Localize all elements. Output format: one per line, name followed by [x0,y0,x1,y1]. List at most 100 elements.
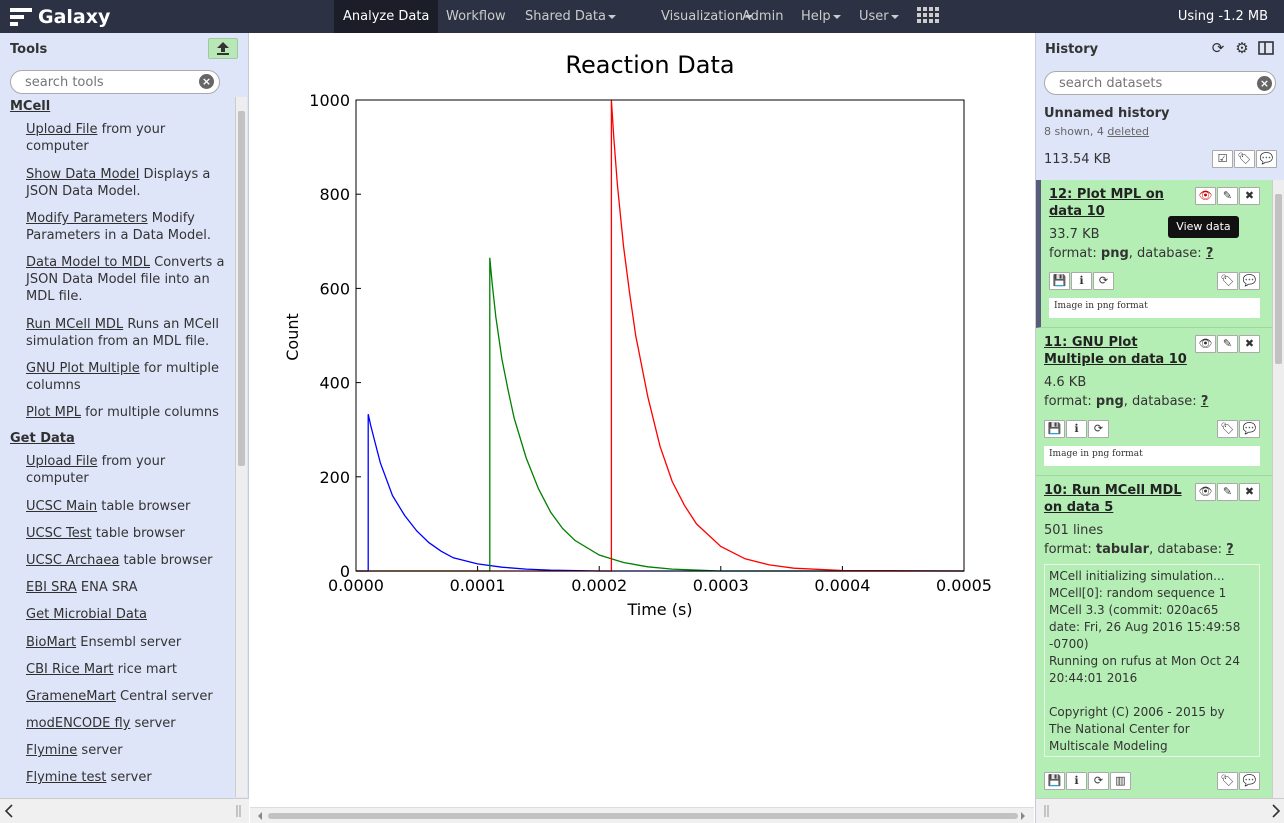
tool-item[interactable]: Upload File from your computer [26,454,166,486]
view-data-button[interactable]: 👁 [1195,187,1216,205]
dataset-title[interactable]: 10: Run MCell MDL on data 5 [1044,483,1182,515]
tags-button[interactable]: 🏷 [1217,272,1238,290]
dataset-item-11[interactable]: 11: GNU Plot Multiple on data 10 👁 ✎ ✖ 4.… [1036,328,1272,476]
tags-button[interactable]: 🏷 [1217,772,1238,790]
bar-chart-icon: ▥ [1115,774,1126,787]
edit-button[interactable]: ✎ [1217,335,1238,353]
refresh-icon: ⟳ [1093,774,1104,787]
scroll-right-icon[interactable] [1018,811,1028,821]
columns-icon[interactable] [1258,40,1274,56]
nav-admin[interactable]: Admin [742,9,784,24]
galaxy-brand[interactable]: Galaxy [10,5,110,29]
delete-button[interactable]: ✖ [1239,187,1260,205]
x-tick-label: 0.0000 [328,576,384,595]
info-button[interactable]: ℹ [1066,420,1087,438]
delete-button[interactable]: ✖ [1239,483,1260,501]
tool-item[interactable]: modENCODE fly server [26,716,176,731]
clear-search-icon[interactable]: × [199,74,214,89]
tool-item[interactable]: Get Microbial Data [26,607,147,622]
search-datasets-input[interactable] [1044,71,1276,95]
tool-item[interactable]: GNU Plot Multiple for multiple columns [26,361,219,393]
tags-button[interactable]: 🏷 [1217,420,1238,438]
tool-item[interactable]: Flymine test server [26,770,152,785]
view-data-button[interactable]: 👁 [1195,335,1216,353]
tool-item[interactable]: GrameneMart Central server [26,689,213,704]
rerun-button[interactable]: ⟳ [1088,420,1109,438]
tool-item[interactable]: Plot MPL for multiple columns [26,405,219,420]
dataset-item-12[interactable]: 12: Plot MPL on data 10 👁 ✎ ✖ 33.7 KB for… [1036,180,1272,328]
scrollbar-thumb[interactable] [238,111,245,466]
info-icon: ℹ [1074,422,1079,435]
tool-item[interactable]: Data Model to MDL Converts a JSON Data M… [26,255,225,304]
delete-button[interactable]: ✖ [1239,335,1260,353]
quota-meter[interactable]: Using -1.2 MB [1177,9,1268,24]
annotate-button[interactable]: 💬 [1239,420,1260,438]
dataset-size: 4.6 KB [1044,375,1087,390]
tool-item[interactable]: UCSC Main table browser [26,499,191,514]
nav-help[interactable]: Help [792,0,850,33]
clear-search-icon[interactable]: × [1257,76,1272,91]
y-tick-label: 200 [319,468,350,487]
scrollbar-thumb[interactable] [1275,194,1282,364]
collapse-left-icon[interactable] [4,804,14,818]
tool-item[interactable]: CBI Rice Mart rice mart [26,662,177,677]
tags-button[interactable]: 🏷 [1234,150,1255,168]
scrollbar-thumb[interactable] [268,813,1018,819]
apps-grid-icon[interactable] [917,7,939,26]
rerun-button[interactable]: ⟳ [1093,272,1114,290]
history-name[interactable]: Unnamed history [1044,106,1170,121]
edit-button[interactable]: ✎ [1217,187,1238,205]
resize-handle-icon[interactable] [236,805,242,817]
refresh-icon[interactable]: ⟳ [1211,39,1225,57]
series-line-0 [356,414,964,572]
dataset-title[interactable]: 12: Plot MPL on data 10 [1049,187,1164,219]
visualize-button[interactable]: ▥ [1110,772,1131,790]
nav-workflow[interactable]: Workflow [446,9,506,24]
tool-item[interactable]: EBI SRA ENA SRA [26,580,138,595]
tool-item[interactable]: UCSC Test table browser [26,526,185,541]
nav-user[interactable]: User [850,0,908,33]
tool-item[interactable]: Show Data Model Displays a JSON Data Mod… [26,167,211,199]
search-tools-input[interactable] [10,70,220,94]
resize-handle-icon[interactable] [1044,805,1050,817]
upload-button[interactable] [208,38,238,59]
select-items-button[interactable]: ☑ [1212,150,1233,168]
tool-item[interactable]: UCSC Archaea table browser [26,553,213,568]
dataset-item-10[interactable]: 10: Run MCell MDL on data 5 👁 ✎ ✖ 501 lin… [1036,476,1272,800]
chevron-down-icon [832,14,841,19]
view-data-button[interactable]: 👁 [1195,483,1216,501]
tool-item[interactable]: Modify Parameters Modify Parameters in a… [26,211,211,243]
scroll-left-icon[interactable] [255,811,265,821]
center-hscrollbar[interactable] [250,807,1034,823]
download-button[interactable]: 💾 [1044,772,1065,790]
section-get-data[interactable]: Get Data [10,431,75,446]
nav-analyze-data[interactable]: Analyze Data [334,0,439,33]
refresh-icon: ⟳ [1093,422,1104,435]
download-button[interactable]: 💾 [1049,272,1070,290]
deleted-link[interactable]: deleted [1107,125,1150,138]
nav-shared-data[interactable]: Shared Data [516,0,625,33]
annotate-button[interactable]: 💬 [1256,150,1277,168]
x-tick-label: 0.0001 [450,576,506,595]
info-button[interactable]: ℹ [1071,272,1092,290]
rerun-button[interactable]: ⟳ [1088,772,1109,790]
info-button[interactable]: ℹ [1066,772,1087,790]
collapse-right-icon[interactable] [1271,804,1281,818]
tool-item[interactable]: BioMart Ensembl server [26,635,182,650]
annotate-button[interactable]: 💬 [1239,272,1260,290]
section-mcell[interactable]: MCell [10,99,51,114]
chevron-down-icon [890,14,899,19]
nav-visualization[interactable]: Visualization [652,0,762,33]
plot-frame [355,99,965,572]
edit-button[interactable]: ✎ [1217,483,1238,501]
tool-item[interactable]: Upload File from your computer [26,122,166,154]
tool-panel-scrollbar[interactable] [235,97,247,797]
dataset-title[interactable]: 11: GNU Plot Multiple on data 10 [1044,335,1187,367]
tool-item[interactable]: Flymine server [26,743,123,758]
close-icon: ✖ [1244,485,1255,498]
gear-icon[interactable]: ⚙ [1235,39,1249,57]
download-button[interactable]: 💾 [1044,420,1065,438]
tool-item[interactable]: Run MCell MDL Runs an MCell simulation f… [26,317,220,349]
history-scrollbar[interactable] [1272,180,1284,800]
annotate-button[interactable]: 💬 [1239,772,1260,790]
